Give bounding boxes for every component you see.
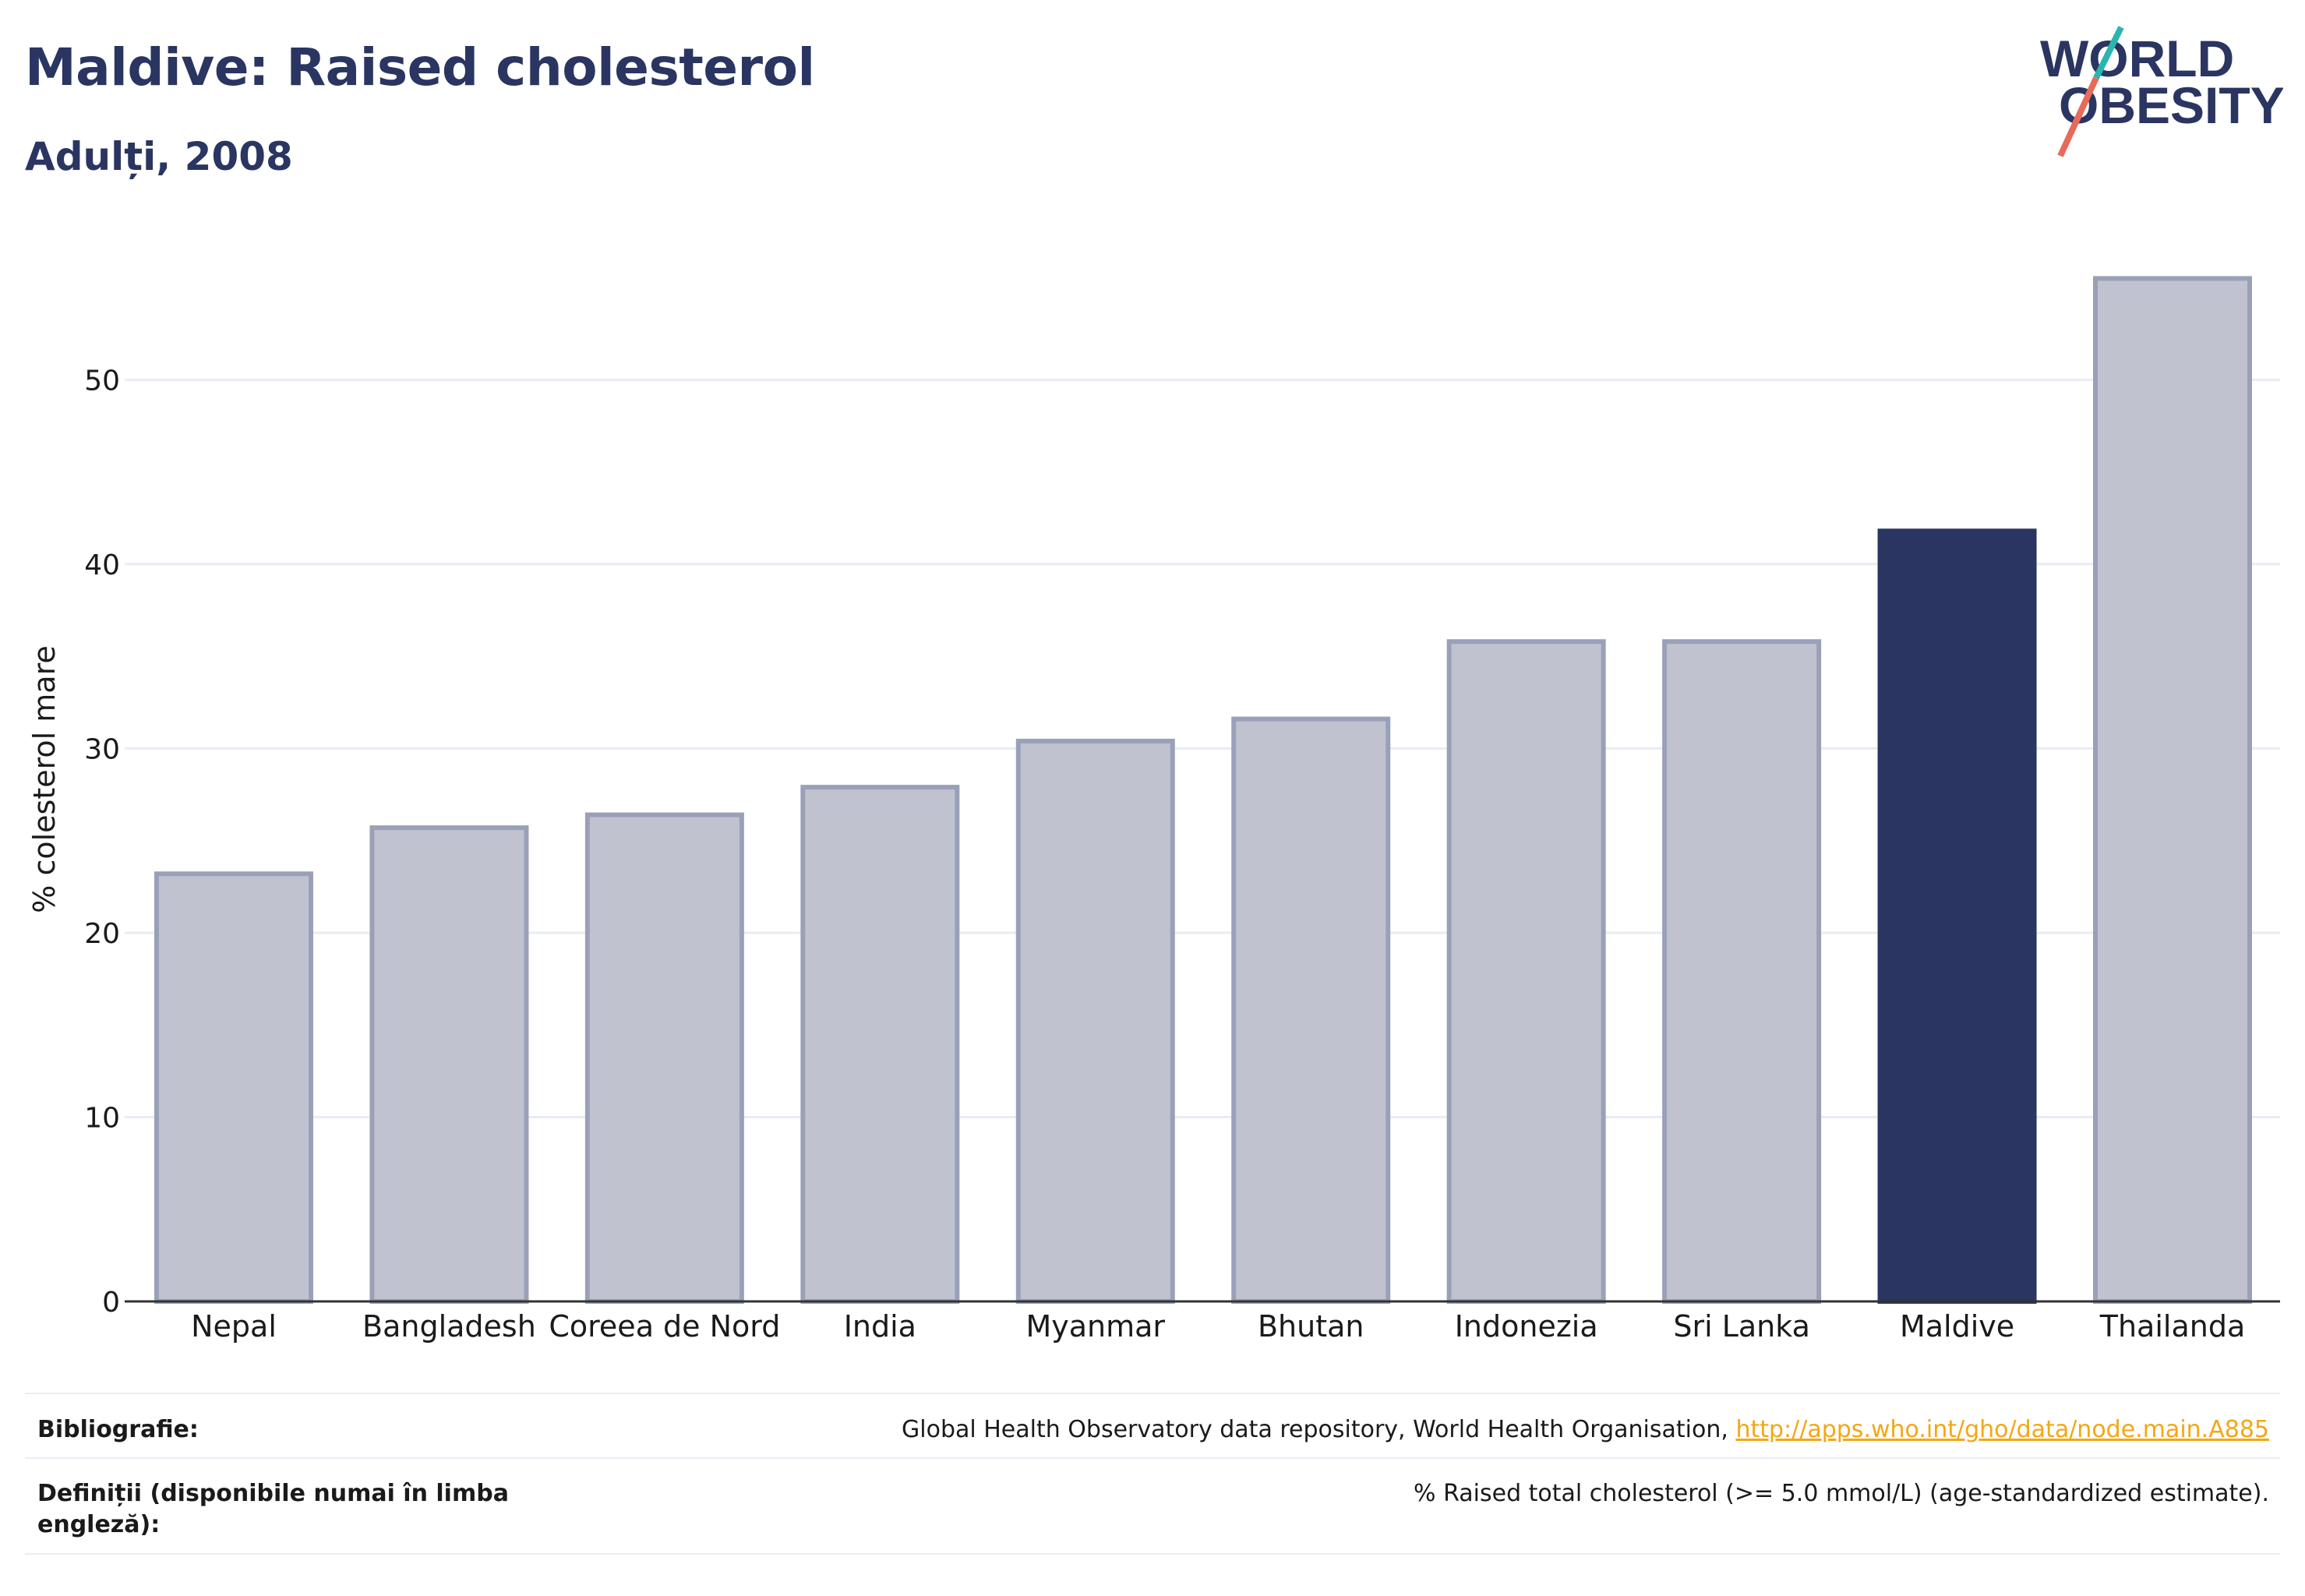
bar-maldive[interactable] <box>1877 528 2037 1304</box>
definition-label: Definiții (disponibile numai în limba en… <box>37 1480 509 1538</box>
x-tick-label: Bangladesh <box>362 1309 536 1344</box>
y-axis-label: % colesterol mare <box>27 645 62 913</box>
x-axis-labels: Nepal Bangladesh Coreea de Nord India Myanma… <box>191 1309 2245 1344</box>
x-tick-label: Coreea de Nord <box>549 1309 780 1344</box>
source-link[interactable]: http://apps.who.int/gho/data/node.main.A… <box>1735 1416 2269 1443</box>
x-tick-label: Bhutan <box>1258 1309 1364 1344</box>
bar-thailanda[interactable] <box>2093 276 2252 1305</box>
bar-sri-lanka[interactable] <box>1662 639 1822 1304</box>
bar-bangladesh[interactable] <box>369 825 529 1304</box>
bar-nepal[interactable] <box>154 871 313 1304</box>
bar-chart: 0 10 20 30 40 50 Nepal Bangladesh Coreea de Nor… <box>27 276 2280 1344</box>
logo-slash-coral <box>2057 76 2099 157</box>
source-label: Bibliografie: <box>37 1416 199 1443</box>
chart-title: Maldive: Raised cholesterol <box>25 37 815 97</box>
logo-line1: WORLD <box>2040 30 2234 87</box>
footer-divider-bottom <box>25 1553 2280 1555</box>
bar-bhutan[interactable] <box>1231 716 1391 1304</box>
source-value: Global Health Observatory data repositor… <box>902 1414 2269 1446</box>
y-tick-label: 40 <box>84 549 120 581</box>
y-tick-label: 50 <box>84 365 120 397</box>
source-text: Global Health Observatory data repositor… <box>902 1416 1736 1443</box>
world-obesity-logo[interactable]: WORLD OBESITY <box>2026 23 2283 164</box>
x-tick-label: Myanmar <box>1025 1309 1165 1344</box>
y-tick-label: 30 <box>84 733 120 765</box>
footer-divider-top <box>25 1393 2280 1394</box>
y-tick-label: 0 <box>102 1287 120 1319</box>
x-tick-label: Indonezia <box>1455 1309 1598 1344</box>
bar-india[interactable] <box>800 785 960 1304</box>
bars <box>154 276 2252 1305</box>
x-tick-label: Sri Lanka <box>1673 1309 1810 1344</box>
bar-coreea-de-nord[interactable] <box>584 812 744 1305</box>
x-tick-label: Thailanda <box>2099 1309 2245 1344</box>
x-tick-label: Nepal <box>191 1309 277 1344</box>
y-axis-ticks: 0 10 20 30 40 50 <box>84 365 120 1319</box>
logo-line2: OBESITY <box>2059 76 2283 134</box>
bar-myanmar[interactable] <box>1015 738 1175 1304</box>
chart-subtitle: Adulți, 2008 <box>25 134 293 179</box>
footer-divider-middle <box>25 1457 2280 1459</box>
logo-slash-teal <box>2093 26 2124 79</box>
definition-value: % Raised total cholesterol (>= 5.0 mmol/… <box>1414 1480 2269 1507</box>
x-tick-label: India <box>844 1309 916 1344</box>
x-tick-label: Maldive <box>1900 1309 2014 1344</box>
y-tick-label: 10 <box>84 1102 120 1134</box>
bar-indonezia[interactable] <box>1446 639 1606 1304</box>
y-tick-label: 20 <box>84 918 120 950</box>
